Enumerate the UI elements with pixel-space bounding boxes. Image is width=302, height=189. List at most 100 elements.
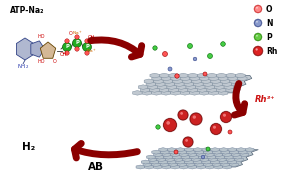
Text: P: P <box>266 33 272 42</box>
Polygon shape <box>224 85 234 89</box>
Polygon shape <box>172 155 181 159</box>
Polygon shape <box>199 91 209 95</box>
Polygon shape <box>142 76 252 93</box>
Polygon shape <box>235 158 243 162</box>
Polygon shape <box>171 76 180 81</box>
Polygon shape <box>210 160 219 164</box>
Polygon shape <box>200 158 209 162</box>
Polygon shape <box>218 91 228 95</box>
Polygon shape <box>221 163 230 167</box>
Polygon shape <box>142 91 152 95</box>
Circle shape <box>156 125 160 129</box>
Polygon shape <box>185 148 193 152</box>
FancyArrowPatch shape <box>75 143 137 158</box>
Text: O: O <box>69 31 73 36</box>
Polygon shape <box>165 158 174 162</box>
Polygon shape <box>146 155 155 159</box>
Polygon shape <box>148 85 157 89</box>
Polygon shape <box>175 82 184 87</box>
Circle shape <box>82 43 92 51</box>
Text: O: O <box>53 59 57 64</box>
Polygon shape <box>159 160 167 164</box>
Polygon shape <box>220 79 230 84</box>
Polygon shape <box>179 165 188 169</box>
Polygon shape <box>157 158 165 162</box>
Polygon shape <box>169 150 178 154</box>
FancyArrowPatch shape <box>91 40 142 57</box>
Polygon shape <box>184 82 194 87</box>
Polygon shape <box>230 150 238 154</box>
Polygon shape <box>150 88 159 92</box>
Polygon shape <box>209 91 218 95</box>
Text: P: P <box>65 44 69 50</box>
Polygon shape <box>160 150 169 154</box>
Polygon shape <box>178 88 188 92</box>
Text: N: N <box>266 19 272 28</box>
Polygon shape <box>176 85 186 89</box>
Text: H₂: H₂ <box>22 142 35 152</box>
Polygon shape <box>204 150 212 154</box>
Polygon shape <box>159 148 167 152</box>
Polygon shape <box>214 153 223 157</box>
Polygon shape <box>40 42 56 58</box>
Polygon shape <box>152 91 161 95</box>
Polygon shape <box>221 150 230 154</box>
Polygon shape <box>212 150 221 154</box>
Polygon shape <box>165 82 175 87</box>
Circle shape <box>65 51 69 55</box>
Polygon shape <box>237 148 245 152</box>
Polygon shape <box>159 88 169 92</box>
Polygon shape <box>215 85 224 89</box>
Polygon shape <box>144 79 154 84</box>
Circle shape <box>256 21 258 23</box>
Polygon shape <box>205 85 215 89</box>
Polygon shape <box>190 76 199 81</box>
Circle shape <box>201 155 205 159</box>
Circle shape <box>255 48 258 50</box>
Text: P: P <box>85 44 89 50</box>
Polygon shape <box>238 150 247 154</box>
Polygon shape <box>228 76 238 81</box>
Polygon shape <box>176 148 185 152</box>
Circle shape <box>75 35 79 39</box>
Circle shape <box>193 57 197 61</box>
Polygon shape <box>152 150 160 154</box>
Circle shape <box>166 121 170 125</box>
Circle shape <box>178 110 188 120</box>
Polygon shape <box>145 150 258 167</box>
Polygon shape <box>161 76 171 81</box>
Polygon shape <box>146 82 156 87</box>
Circle shape <box>223 114 226 117</box>
Text: ATP-Na₂: ATP-Na₂ <box>10 6 44 15</box>
Text: Rh: Rh <box>266 46 277 56</box>
Circle shape <box>203 72 207 76</box>
Circle shape <box>177 109 189 121</box>
Polygon shape <box>218 76 228 81</box>
Polygon shape <box>222 82 232 87</box>
Circle shape <box>213 126 216 129</box>
Polygon shape <box>240 153 249 157</box>
Polygon shape <box>217 88 226 92</box>
Polygon shape <box>163 79 173 84</box>
Polygon shape <box>198 155 207 159</box>
Polygon shape <box>167 85 176 89</box>
Circle shape <box>85 39 89 43</box>
Circle shape <box>65 39 69 43</box>
Circle shape <box>163 118 177 132</box>
Polygon shape <box>31 41 45 57</box>
Polygon shape <box>178 150 186 154</box>
Text: O: O <box>266 5 272 13</box>
Polygon shape <box>148 158 157 162</box>
Polygon shape <box>205 165 214 169</box>
Polygon shape <box>180 91 190 95</box>
Polygon shape <box>190 155 198 159</box>
Polygon shape <box>178 163 186 167</box>
Circle shape <box>183 137 193 147</box>
Polygon shape <box>207 73 217 78</box>
Polygon shape <box>191 158 200 162</box>
Polygon shape <box>193 160 202 164</box>
Text: Na$^+$: Na$^+$ <box>72 29 82 37</box>
Polygon shape <box>155 155 164 159</box>
Polygon shape <box>186 85 195 89</box>
Circle shape <box>174 150 178 154</box>
